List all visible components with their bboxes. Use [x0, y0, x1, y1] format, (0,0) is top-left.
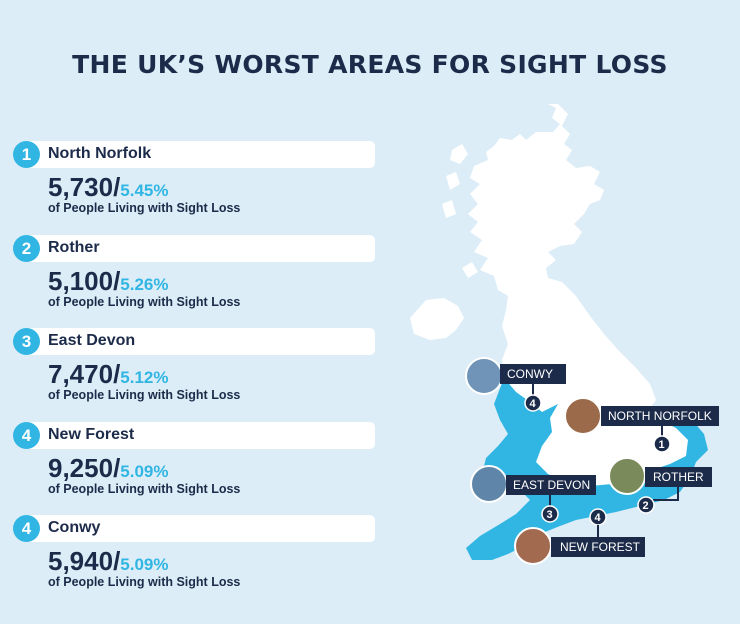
area-stat: 7,470/5.12%	[48, 360, 375, 388]
area-stat: 5,730/5.45%	[48, 173, 375, 201]
sight-loss-percent: 5.09%	[120, 555, 169, 574]
entry-header: 1 North Norfolk	[13, 141, 375, 168]
entry-header: 3 East Devon	[13, 328, 375, 355]
list-item: 3 East Devon 7,470/5.12% of People Livin…	[13, 328, 375, 422]
stat-caption: of People Living with Sight Loss	[48, 575, 241, 589]
sight-loss-count: 5,730/	[48, 172, 121, 202]
map-marker	[541, 505, 559, 523]
map-label-box	[506, 475, 596, 495]
rank-badge: 2	[13, 234, 40, 262]
sight-loss-count: 5,940/	[48, 546, 121, 576]
stat-caption: of People Living with Sight Loss	[48, 481, 241, 496]
sight-loss-percent: 5.09%	[120, 461, 169, 481]
rank-badge: 4	[13, 515, 40, 542]
list-item: 2 Rother 5,100/5.26% of People Living wi…	[13, 234, 375, 329]
map-label-box	[551, 537, 645, 557]
marker-rank: 1	[659, 439, 665, 451]
area-name: New Forest	[48, 425, 135, 443]
area-name: Conwy	[48, 519, 101, 536]
stat-caption: of People Living with Sight Loss	[48, 294, 241, 309]
entry-header: 2 Rother	[13, 234, 375, 262]
map-label: ROTHER	[653, 470, 704, 484]
map-label-box	[601, 406, 719, 426]
map-label: EAST DEVON	[513, 478, 590, 492]
marker-rank: 4	[595, 512, 602, 524]
marker-rank: 3	[547, 509, 553, 521]
marker-rank: 4	[530, 398, 537, 410]
sight-loss-count: 9,250/	[48, 452, 121, 483]
list-item: 4 Conwy 5,940/5.09% of People Living wit…	[13, 515, 375, 609]
leader-line	[653, 487, 679, 501]
map-islands	[442, 144, 478, 278]
page-title: THE UK’S WORST AREAS FOR SIGHT LOSS	[72, 50, 668, 79]
map-scotland	[468, 104, 604, 296]
map-label-box	[500, 364, 566, 384]
stat-caption: of People Living with Sight Loss	[48, 201, 241, 215]
list-item: 1 North Norfolk 5,730/5.45% of People Li…	[13, 141, 375, 235]
area-name: North Norfolk	[48, 145, 152, 162]
map-northern-england	[502, 278, 656, 418]
rank-badge: 1	[13, 141, 40, 168]
sight-loss-percent: 5.26%	[120, 274, 169, 294]
entry-header: 4 New Forest	[13, 421, 375, 449]
map-label-box	[645, 467, 712, 487]
location-photo	[564, 397, 602, 435]
map-marker	[524, 394, 542, 412]
map-label: CONWY	[507, 367, 553, 381]
location-photo	[608, 457, 646, 495]
list-item: 4 New Forest 9,250/5.09% of People Livin…	[13, 421, 375, 516]
sight-loss-count: 7,470/	[48, 359, 121, 389]
map-label: NORTH NORFOLK	[608, 409, 712, 423]
area-stat: 9,250/5.09%	[48, 454, 375, 482]
map-marker	[637, 496, 655, 514]
map-label: NEW FOREST	[560, 540, 641, 554]
sight-loss-percent: 5.45%	[120, 181, 169, 200]
rank-badge: 3	[13, 328, 40, 355]
area-name: East Devon	[48, 332, 136, 349]
location-photo	[470, 465, 508, 503]
stat-caption: of People Living with Sight Loss	[48, 388, 241, 402]
map-marker	[653, 435, 671, 453]
location-photo	[514, 527, 552, 565]
marker-rank: 2	[643, 500, 649, 512]
area-name: Rother	[48, 238, 100, 256]
area-stat: 5,100/5.26%	[48, 267, 375, 295]
sight-loss-percent: 5.12%	[120, 368, 169, 387]
map-northern-ireland	[410, 298, 464, 340]
area-stat: 5,940/5.09%	[48, 547, 375, 575]
entry-header: 4 Conwy	[13, 515, 375, 542]
rank-badge: 4	[13, 421, 40, 449]
location-photo	[465, 357, 503, 395]
ranking-list: 1 North Norfolk 5,730/5.45% of People Li…	[13, 141, 375, 609]
sight-loss-count: 5,100/	[48, 265, 121, 296]
